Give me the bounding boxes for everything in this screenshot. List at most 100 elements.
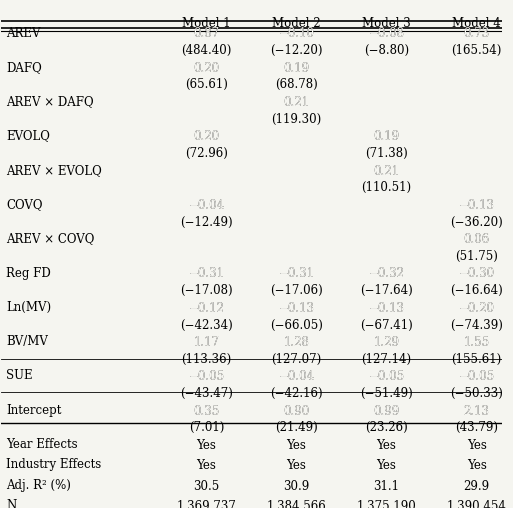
Text: 1,369,737: 1,369,737: [176, 500, 236, 508]
Text: 1,384,566: 1,384,566: [267, 500, 326, 508]
Text: 1.17: 1.17: [193, 336, 220, 349]
Text: 1.28: 1.28: [284, 336, 309, 349]
Text: −0.13: −0.13: [279, 302, 314, 315]
Text: 1.28***: 1.28***: [274, 336, 319, 349]
Text: −0.32: −0.32: [368, 268, 405, 280]
Text: (65.61): (65.61): [185, 78, 228, 91]
Text: 0.99: 0.99: [373, 405, 400, 418]
Text: 0.06: 0.06: [463, 233, 490, 246]
Text: 0.19***: 0.19***: [364, 131, 408, 143]
Text: −0.05: −0.05: [368, 370, 405, 384]
Text: Yes: Yes: [287, 459, 306, 472]
Text: 0.19: 0.19: [283, 62, 309, 75]
Text: 0.21: 0.21: [284, 96, 309, 109]
Text: −0.13: −0.13: [459, 199, 495, 212]
Text: 0.87: 0.87: [193, 27, 220, 41]
Text: −0.08***: −0.08***: [360, 27, 413, 41]
Text: (−50.33): (−50.33): [450, 387, 503, 400]
Text: Yes: Yes: [196, 459, 216, 472]
Text: −0.10***: −0.10***: [269, 27, 324, 41]
Text: −0.05: −0.05: [368, 370, 405, 384]
Text: 0.21***: 0.21***: [365, 165, 408, 178]
Text: AREV × EVOLQ: AREV × EVOLQ: [6, 164, 102, 177]
Text: −0.13: −0.13: [279, 302, 314, 315]
Text: 1.17***: 1.17***: [185, 336, 228, 349]
Text: −0.30***: −0.30***: [449, 268, 504, 280]
Text: Industry Effects: Industry Effects: [6, 459, 102, 471]
Text: Model 3: Model 3: [362, 17, 411, 30]
Text: 0.73***: 0.73***: [455, 27, 499, 41]
Text: −0.04: −0.04: [279, 370, 314, 384]
Text: (51.75): (51.75): [455, 250, 498, 263]
Text: 30.5: 30.5: [193, 480, 220, 493]
Text: (−17.06): (−17.06): [270, 284, 323, 297]
Text: −0.13: −0.13: [368, 302, 405, 315]
Text: (−42.34): (−42.34): [180, 319, 233, 332]
Text: −0.13***: −0.13***: [360, 302, 413, 315]
Text: −0.05***: −0.05***: [360, 370, 413, 384]
Text: Intercept: Intercept: [6, 404, 62, 417]
Text: AREV: AREV: [6, 26, 41, 40]
Text: (155.61): (155.61): [451, 353, 502, 366]
Text: −0.31: −0.31: [279, 268, 314, 280]
Text: (−12.49): (−12.49): [180, 215, 233, 229]
Text: −0.12: −0.12: [188, 302, 224, 315]
Text: 0.35: 0.35: [193, 405, 220, 418]
Text: 0.20: 0.20: [193, 62, 220, 75]
Text: −0.32: −0.32: [368, 268, 405, 280]
Text: Reg FD: Reg FD: [6, 267, 51, 279]
Text: (−43.47): (−43.47): [180, 387, 233, 400]
Text: −0.08: −0.08: [368, 27, 405, 41]
Text: Ln(MV): Ln(MV): [6, 301, 51, 314]
Text: (68.78): (68.78): [275, 78, 318, 91]
Text: 0.21***: 0.21***: [274, 96, 319, 109]
Text: (113.36): (113.36): [181, 353, 231, 366]
Text: −0.31: −0.31: [188, 268, 225, 280]
Text: (−12.20): (−12.20): [270, 44, 323, 57]
Text: (−36.20): (−36.20): [450, 215, 503, 229]
Text: 0.20***: 0.20***: [184, 131, 228, 143]
Text: 0.87***: 0.87***: [184, 27, 228, 41]
Text: −0.20: −0.20: [459, 302, 495, 315]
Text: 0.90: 0.90: [283, 405, 310, 418]
Text: −0.10: −0.10: [279, 27, 314, 41]
Text: SUE: SUE: [6, 369, 33, 383]
Text: 1.55***: 1.55***: [455, 336, 499, 349]
Text: (21.49): (21.49): [275, 421, 318, 434]
Text: −0.20***: −0.20***: [449, 302, 504, 315]
Text: −0.05***: −0.05***: [180, 370, 233, 384]
Text: (43.79): (43.79): [455, 421, 498, 434]
Text: 1.55: 1.55: [463, 336, 489, 349]
Text: 0.35: 0.35: [193, 405, 220, 418]
Text: 0.21: 0.21: [373, 165, 400, 178]
Text: (7.01): (7.01): [189, 421, 224, 434]
Text: 0.99***: 0.99***: [364, 405, 409, 418]
Text: 0.73: 0.73: [463, 27, 490, 41]
Text: Yes: Yes: [467, 459, 486, 472]
Text: (110.51): (110.51): [362, 181, 411, 194]
Text: 0.20***: 0.20***: [184, 62, 228, 75]
Text: (165.54): (165.54): [451, 44, 502, 57]
Text: Yes: Yes: [467, 439, 486, 452]
Text: (−17.64): (−17.64): [360, 284, 413, 297]
Text: 0.19: 0.19: [373, 131, 400, 143]
Text: EVOLQ: EVOLQ: [6, 130, 50, 142]
Text: 0.90: 0.90: [283, 405, 310, 418]
Text: (−74.39): (−74.39): [450, 319, 503, 332]
Text: 1.29: 1.29: [373, 336, 400, 349]
Text: −0.12***: −0.12***: [180, 302, 233, 315]
Text: −0.32***: −0.32***: [360, 268, 413, 280]
Text: −0.05: −0.05: [459, 370, 495, 384]
Text: −0.31: −0.31: [279, 268, 314, 280]
Text: Yes: Yes: [196, 439, 216, 452]
Text: Yes: Yes: [377, 439, 397, 452]
Text: AREV × DAFQ: AREV × DAFQ: [6, 95, 94, 108]
Text: 0.06***: 0.06***: [455, 233, 499, 246]
Text: BV/MV: BV/MV: [6, 335, 48, 348]
Text: (127.07): (127.07): [271, 353, 322, 366]
Text: −0.08: −0.08: [368, 27, 405, 41]
Text: −0.05***: −0.05***: [449, 370, 504, 384]
Text: −0.30: −0.30: [459, 268, 495, 280]
Text: Model 4: Model 4: [452, 17, 501, 30]
Text: (−67.41): (−67.41): [360, 319, 413, 332]
